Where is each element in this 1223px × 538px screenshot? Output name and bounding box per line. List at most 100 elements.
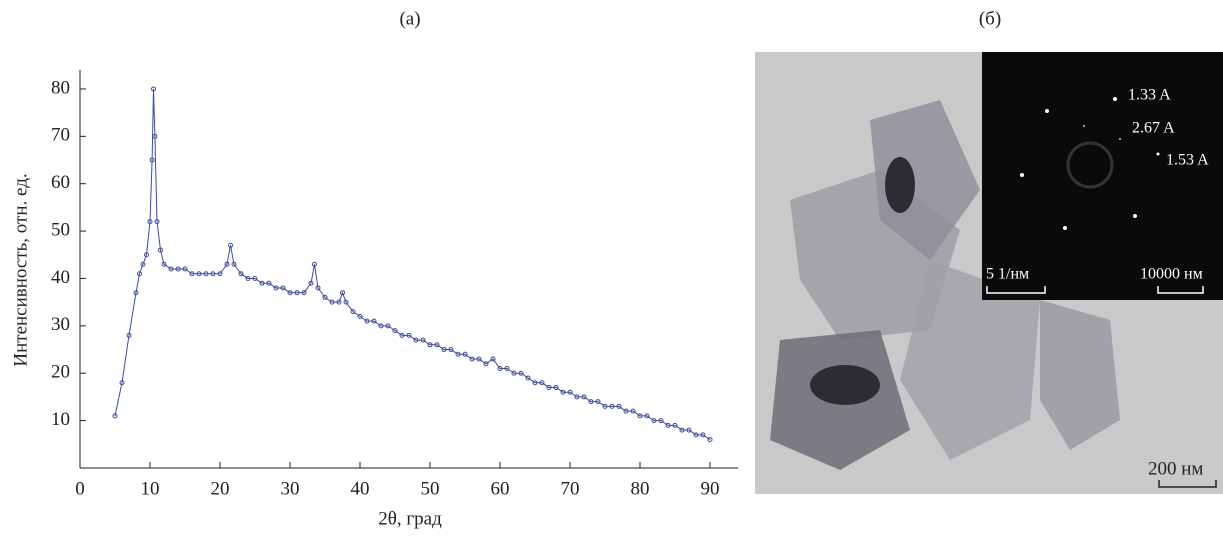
- scale-bar-label: 10000 нм: [1140, 266, 1203, 283]
- data-point: [581, 394, 587, 400]
- data-point: [588, 399, 594, 405]
- data-point: [126, 332, 132, 338]
- x-tick-label: 0: [75, 478, 85, 499]
- data-point: [693, 432, 699, 438]
- data-point: [434, 342, 440, 348]
- data-point: [700, 432, 706, 438]
- data-point: [609, 403, 615, 409]
- spot: [1113, 97, 1117, 101]
- flake: [1040, 300, 1120, 450]
- data-line: [114, 88, 711, 440]
- dark-region: [885, 157, 915, 213]
- data-point: [343, 299, 349, 305]
- data-point: [364, 318, 370, 324]
- spot: [1119, 138, 1121, 140]
- x-tick-label: 50: [421, 478, 440, 499]
- data-point: [273, 285, 279, 291]
- data-point: [217, 271, 223, 277]
- spot: [1063, 226, 1067, 230]
- x-tick-label: 20: [211, 478, 230, 499]
- data-point: [294, 290, 300, 296]
- data-point: [651, 418, 657, 424]
- data-point: [175, 266, 181, 272]
- data-point: [406, 332, 412, 338]
- data-point: [231, 261, 237, 267]
- data-point: [154, 219, 160, 225]
- data-point: [623, 408, 629, 414]
- data-point: [315, 285, 321, 291]
- scale-bar-label: 5 1/нм: [986, 266, 1029, 283]
- data-point: [567, 389, 573, 395]
- scale-bar: [1158, 480, 1217, 488]
- data-point: [245, 275, 251, 281]
- data-point: [679, 427, 685, 433]
- spot: [1133, 214, 1137, 218]
- diffraction-inset: 1.33 A 2.67 A 1.53 A 5 1/нм 10000 нм: [982, 52, 1223, 300]
- data-point: [210, 271, 216, 277]
- data-point: [462, 351, 468, 357]
- flake: [870, 100, 980, 260]
- data-point: [340, 290, 345, 296]
- data-point: [532, 380, 538, 386]
- data-point: [322, 294, 328, 300]
- y-tick-label: 40: [51, 267, 70, 288]
- data-point: [455, 351, 461, 357]
- data-point: [497, 366, 503, 371]
- data-point: [490, 356, 496, 362]
- data-point: [266, 280, 272, 286]
- data-point: [203, 271, 209, 277]
- data-point: [637, 413, 643, 419]
- data-point: [707, 437, 713, 443]
- data-point: [518, 370, 524, 376]
- data-point: [182, 266, 188, 272]
- d-spacing-label: 1.53 A: [1166, 152, 1209, 169]
- data-point: [287, 290, 293, 296]
- x-tick-label: 30: [281, 478, 300, 499]
- data-point: [149, 157, 155, 163]
- data-point: [476, 356, 482, 362]
- y-tick-label: 10: [51, 409, 70, 430]
- data-point: [602, 403, 608, 409]
- data-point: [644, 413, 650, 419]
- x-tick-label: 60: [491, 478, 510, 499]
- x-tick-label: 40: [351, 478, 370, 499]
- data-point: [189, 271, 195, 277]
- data-point: [147, 219, 153, 225]
- data-point: [228, 242, 233, 248]
- data-point: [280, 285, 286, 291]
- data-point: [137, 271, 142, 277]
- ring: [1066, 141, 1114, 189]
- scale-bar-label: 200 нм: [1148, 458, 1203, 479]
- d-spacing-label: 2.67 A: [1132, 120, 1175, 137]
- data-point: [665, 422, 671, 428]
- spot: [1045, 109, 1049, 113]
- data-point: [483, 361, 489, 367]
- data-point: [616, 403, 622, 409]
- data-point: [168, 266, 174, 272]
- data-point: [151, 86, 156, 92]
- scale-bar: [1157, 286, 1204, 294]
- spot: [1156, 152, 1160, 156]
- data-point: [336, 299, 342, 305]
- spot: [1083, 125, 1085, 127]
- data-point: [385, 323, 391, 329]
- data-point: [158, 247, 163, 253]
- x-axis-label: 2θ, град: [378, 508, 442, 529]
- data-point: [378, 323, 384, 329]
- data-point: [504, 366, 510, 371]
- y-tick-label: 70: [51, 125, 70, 146]
- data-point: [511, 370, 517, 376]
- x-tick-label: 70: [561, 478, 580, 499]
- data-point: [140, 261, 146, 267]
- panel-label: (б): [979, 8, 1001, 29]
- y-axis-label: Интенсивность, отн. ед.: [10, 173, 31, 366]
- data-point: [144, 252, 149, 258]
- scale-bar: [986, 286, 1046, 294]
- data-point: [357, 313, 363, 319]
- y-tick-label: 50: [51, 219, 70, 240]
- dark-region: [810, 365, 880, 405]
- data-point: [119, 380, 125, 386]
- data-point: [133, 290, 139, 296]
- data-point: [427, 342, 433, 348]
- data-point: [301, 290, 307, 296]
